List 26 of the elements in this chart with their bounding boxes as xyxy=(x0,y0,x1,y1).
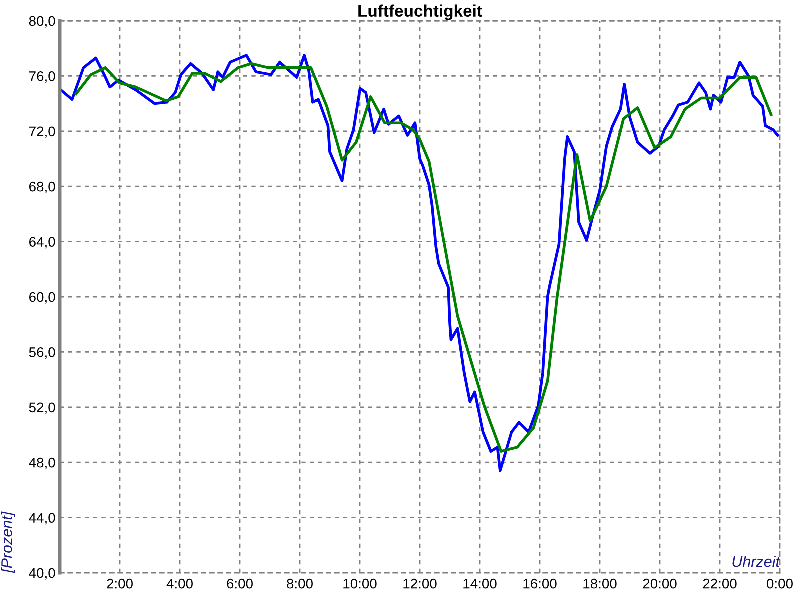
y-tick-label: 60,0 xyxy=(30,292,56,304)
y-tick-label: 72,0 xyxy=(30,126,56,138)
x-tick-label: 6:00 xyxy=(227,578,253,589)
y-tick-label: 76,0 xyxy=(30,72,56,84)
y-tick-label: 68,0 xyxy=(30,182,56,194)
x-tick-label: 12:00 xyxy=(404,578,437,589)
x-tick-label: 16:00 xyxy=(524,578,557,589)
y-tick-label: 80,0 xyxy=(29,16,56,28)
y-axis-title: [Prozent] xyxy=(1,512,16,574)
x-tick-label: 10:00 xyxy=(344,578,377,589)
x-axis-title: Uhrzeit xyxy=(732,556,781,568)
y-tick-label: 44,0 xyxy=(29,513,56,525)
y-tick-label: 56,0 xyxy=(29,348,56,360)
y-tick-label: 52,0 xyxy=(29,402,56,414)
x-tick-label: 20:00 xyxy=(643,578,677,589)
chart-title: Luftfeuchtigkeit xyxy=(358,4,482,20)
x-tick-label: 18:00 xyxy=(584,578,617,589)
x-tick-label: 8:00 xyxy=(287,578,313,589)
x-tick-label: 14:00 xyxy=(464,578,497,589)
x-tick-label: 2:00 xyxy=(107,578,133,589)
x-tick-label: 4:00 xyxy=(166,578,193,589)
y-tick-label: 48,0 xyxy=(29,458,56,470)
x-tick-label: 0:00 xyxy=(767,578,793,589)
y-tick-label: 40,0 xyxy=(29,568,56,580)
y-tick-label: 64,0 xyxy=(30,237,56,249)
x-tick-label: 22:00 xyxy=(703,578,737,589)
